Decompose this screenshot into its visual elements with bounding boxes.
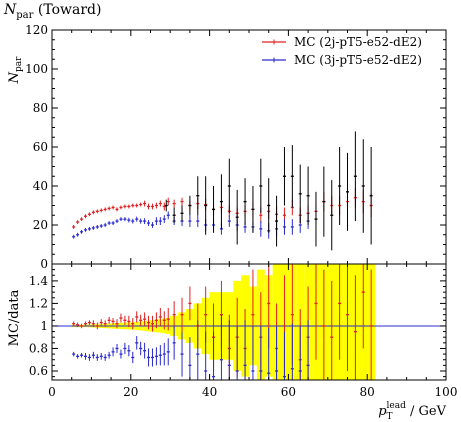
x-tick-label: 0 [48, 385, 56, 399]
lower-panel: 0 20 40 60 80 100 0.6 0.8 1 1.2 1.4 [29, 263, 458, 399]
upper-y-tick-label: 100 [25, 62, 48, 76]
lower-y-tick-label: 0.6 [29, 364, 48, 378]
upper-y-tick-label: 60 [33, 140, 48, 154]
lower-y-tick-label: 0.8 [29, 341, 48, 355]
lower-ylabel: MC/data [7, 289, 22, 346]
x-tick-label: 60 [281, 385, 296, 399]
upper-y-tick-label: 40 [33, 179, 48, 193]
x-tick-label: 20 [123, 385, 138, 399]
xlabel: pTlead / GeV [378, 401, 446, 422]
x-tick-label: 40 [202, 385, 217, 399]
x-tick-label: 100 [435, 385, 458, 399]
x-tick-label: 80 [360, 385, 375, 399]
chart-title: Npar (Toward) [4, 2, 101, 21]
legend-entry: MC (3j-pT5-e52-dE2) [294, 53, 422, 67]
lower-y-tick-label: 1 [40, 319, 48, 333]
lower-y-tick-label: 1.2 [29, 296, 48, 310]
upper-y-tick-label: 20 [33, 218, 48, 232]
legend: MC (2j-pT5-e52-dE2) MC (3j-pT5-e52-dE2) [262, 35, 422, 67]
upper-y-tick-label: 80 [33, 101, 48, 115]
axis-labels: Npar MC/data pTlead / GeV [7, 56, 447, 422]
title-suffix: (Toward) [33, 2, 102, 18]
upper-ylabel: Npar [7, 56, 24, 85]
title-symbol: N [4, 2, 17, 18]
upper-y-tick-label: 120 [25, 23, 48, 37]
upper-y-tick-label: 0 [40, 257, 48, 271]
legend-entry: MC (2j-pT5-e52-dE2) [294, 35, 422, 49]
lower-y-tick-label: 1.4 [29, 274, 48, 288]
title-subscript: par [16, 9, 34, 21]
